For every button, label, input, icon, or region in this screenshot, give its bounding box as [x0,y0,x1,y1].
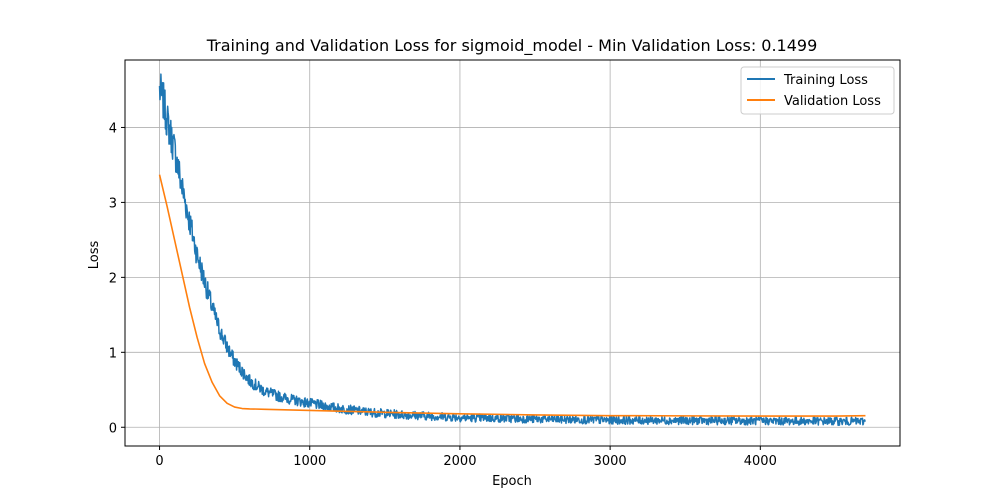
x-tick-label: 1000 [293,454,326,469]
x-tick-label: 0 [155,454,163,469]
y-tick-label: 0 [109,421,117,436]
x-tick-label: 3000 [594,454,627,469]
chart-title: Training and Validation Loss for sigmoid… [206,36,818,56]
series-line-0 [158,73,866,427]
legend-label: Training Loss [783,73,868,88]
y-axis-label: Loss [87,241,102,270]
tick-layer: 0 1000 2000 3000 4000 0 1 2 3 4 [109,121,777,469]
x-tick-label: 4000 [744,454,777,469]
series-line-1 [158,174,866,417]
y-tick-label: 4 [109,121,117,136]
plot-frame [124,59,901,447]
y-tick-label: 1 [109,346,117,361]
legend: Training Loss Validation Loss [740,66,895,115]
series-layer [158,73,866,427]
legend-box [740,66,895,115]
legend-label: Validation Loss [784,94,881,109]
x-axis-label: Epoch [492,474,532,489]
y-tick-label: 2 [109,271,117,286]
y-tick-label: 3 [109,196,117,211]
grid-layer [125,60,900,446]
x-tick-label: 2000 [443,454,476,469]
